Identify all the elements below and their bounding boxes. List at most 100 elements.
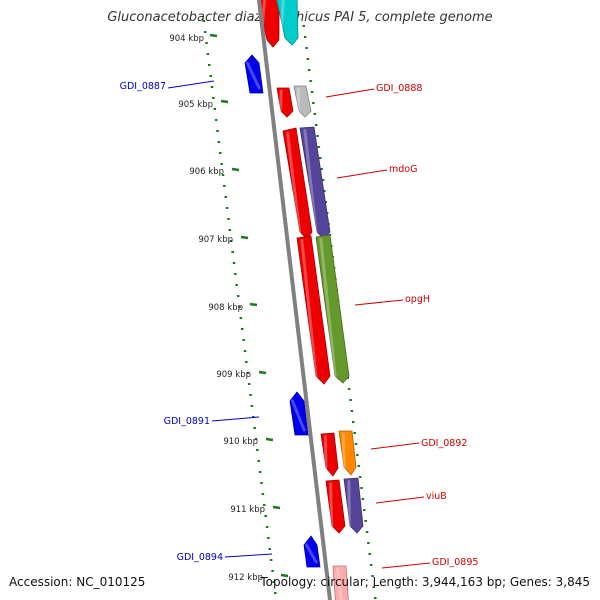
tick-dot xyxy=(305,47,308,49)
major-tick xyxy=(258,370,267,375)
kbp-label: 905 kbp xyxy=(178,100,213,110)
gene-label-gdi0892[interactable]: GDI_0892 xyxy=(421,438,467,449)
gene-arrow-shine xyxy=(286,131,302,236)
tick-dot xyxy=(308,69,311,71)
major-tick xyxy=(249,302,258,307)
kbp-label: 912 kbp xyxy=(228,573,263,583)
reverse-gene-arrow[interactable] xyxy=(244,54,264,94)
tick-dot xyxy=(247,383,251,385)
tick-dot xyxy=(231,251,234,253)
forward-gene-arrow[interactable] xyxy=(293,85,312,118)
tick-dot xyxy=(349,399,352,401)
tick-dot xyxy=(320,168,323,170)
tick-dot xyxy=(249,394,252,396)
tick-dot xyxy=(257,460,260,462)
gene-arrow-body xyxy=(303,535,321,568)
gene-arrow-body xyxy=(282,127,313,240)
tick-dot xyxy=(250,405,254,407)
tick-dot xyxy=(268,548,271,550)
tick-dot xyxy=(235,284,238,286)
tick-dot xyxy=(205,42,208,44)
gene-arrow-shine xyxy=(290,399,306,432)
reverse-gene-arrow[interactable] xyxy=(289,391,309,436)
tick-dot xyxy=(372,586,376,588)
tick-dot xyxy=(217,141,221,143)
tick-dot xyxy=(321,179,325,181)
tick-dot xyxy=(245,361,248,363)
tick-dot xyxy=(365,531,369,533)
label-leader-line xyxy=(375,496,425,504)
gene-arrow-shine xyxy=(300,238,318,381)
gene-label-gdi0891[interactable]: GDI_0891 xyxy=(164,416,210,427)
gene-label-mdog[interactable]: mdoG xyxy=(389,164,417,175)
forward-gene-arrow[interactable] xyxy=(325,479,346,534)
tick-dot xyxy=(313,113,316,115)
kbp-label: 909 kbp xyxy=(216,370,251,380)
tick-dot xyxy=(371,575,374,577)
tick-dot xyxy=(206,53,210,55)
label-leader-line xyxy=(211,416,260,422)
tick-dot xyxy=(363,509,366,511)
kbp-labels: 904 kbp 905 kbp 906 kbp 907 kbp 908 kbp 909 k… xyxy=(169,33,289,583)
major-tick xyxy=(231,167,240,172)
tick-dot xyxy=(202,20,205,22)
tick-dot xyxy=(220,163,223,165)
tick-dot xyxy=(209,75,212,77)
tick-dot xyxy=(219,152,222,154)
tick-dot xyxy=(210,86,214,88)
tick-dot xyxy=(203,31,207,33)
kbp-label: 906 kbp xyxy=(189,167,224,177)
gene-label-gdi0894[interactable]: GDI_0894 xyxy=(177,552,223,563)
forward-gene-arrow[interactable] xyxy=(343,477,364,534)
forward-gene-arrow[interactable] xyxy=(282,127,313,240)
gene-arrow-body xyxy=(257,0,280,48)
tick-dot xyxy=(265,526,269,528)
tick-dot xyxy=(253,427,256,429)
reverse-gene-arrow[interactable] xyxy=(303,535,321,568)
tick-dot xyxy=(213,108,216,110)
tick-dot xyxy=(323,190,326,192)
kbp-label: 911 kbp xyxy=(230,505,265,515)
gene-arrow-body xyxy=(325,479,346,534)
gene-arrow-shine xyxy=(319,237,337,380)
gene-arrow-body xyxy=(296,235,331,385)
gene-arrow-shine xyxy=(245,61,261,90)
tick-dot xyxy=(224,196,227,198)
gene-arrow-shine xyxy=(303,129,318,236)
forward-gene-arrow[interactable] xyxy=(332,565,349,600)
gene-label-viub[interactable]: viuB xyxy=(426,491,447,502)
tick-dot xyxy=(347,388,351,390)
tick-dot xyxy=(260,482,263,484)
tick-dot xyxy=(254,438,258,440)
tick-dot xyxy=(358,476,362,478)
gene-arrow-shine xyxy=(278,89,283,114)
gene-arrow-body xyxy=(332,565,349,600)
forward-gene-arrow[interactable] xyxy=(315,234,350,384)
tick-dot xyxy=(238,306,241,308)
tick-dot xyxy=(223,185,226,187)
gene-arrow-body xyxy=(343,477,364,534)
tick-dot xyxy=(225,207,229,209)
tick-dot xyxy=(369,564,373,566)
gene-label-opgh[interactable]: opgH xyxy=(405,294,430,305)
genome-backbone xyxy=(257,0,332,600)
gene-label-gdi0887[interactable]: GDI_0887 xyxy=(120,81,166,92)
gene-label-gdi0888[interactable]: GDI_0888 xyxy=(376,83,422,94)
forward-gene-arrow[interactable] xyxy=(296,235,331,385)
tick-dot xyxy=(309,80,312,82)
forward-gene-arrow[interactable] xyxy=(276,87,294,118)
tick-dot xyxy=(234,273,237,275)
tick-dot xyxy=(361,498,365,500)
kbp-label: 907 kbp xyxy=(198,235,233,245)
gene-arrow-body xyxy=(276,0,299,46)
label-leader-line xyxy=(224,553,273,558)
forward-gene-arrow[interactable] xyxy=(276,0,299,46)
forward-gene-arrow[interactable] xyxy=(320,432,339,477)
gene-arrow-shine xyxy=(336,567,343,600)
kbp-label: 910 kbp xyxy=(223,437,258,447)
label-leader-line xyxy=(370,442,420,450)
forward-gene-arrow[interactable] xyxy=(338,430,357,476)
tick-dot xyxy=(367,542,370,544)
gene-label-gdi0895[interactable]: GDI_0895 xyxy=(432,557,478,568)
